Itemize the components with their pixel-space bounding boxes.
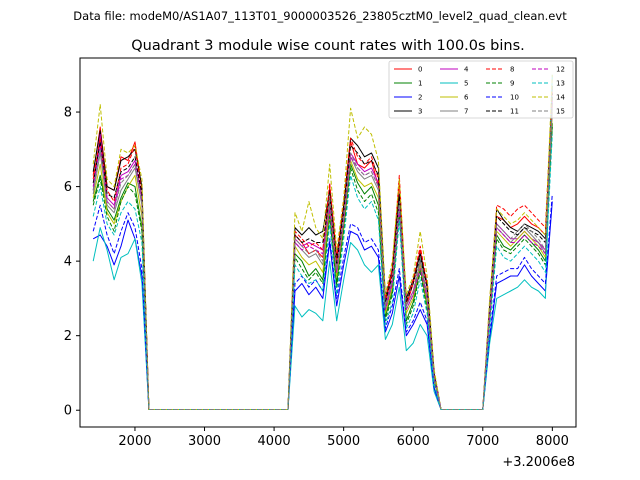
series-lines [92, 74, 553, 410]
series-line-10 [92, 193, 553, 410]
legend-label-15: 15 [556, 108, 565, 116]
legend-label-10: 10 [510, 94, 519, 102]
x-tick-label: 2000 [118, 434, 151, 449]
y-tick-label: 6 [64, 180, 72, 195]
legend-label-0: 0 [418, 66, 422, 74]
series-line-8 [92, 89, 553, 410]
x-axis: 2000 3000 4000 5000 6000 7000 8000 [118, 427, 569, 449]
x-tick-label: 7000 [466, 434, 499, 449]
series-line-7 [92, 108, 553, 410]
x-tick-label: 4000 [258, 434, 291, 449]
legend-label-8: 8 [510, 66, 514, 74]
legend-label-2: 2 [418, 94, 422, 102]
x-axis-offset-label: +3.2006e8 [502, 455, 575, 470]
x-tick-label: 8000 [536, 434, 569, 449]
legend-label-9: 9 [510, 80, 514, 88]
legend-label-7: 7 [464, 108, 468, 116]
series-line-11 [92, 93, 553, 410]
legend-label-1: 1 [418, 80, 422, 88]
legend-label-6: 6 [464, 94, 469, 102]
series-line-15 [92, 104, 553, 410]
legend-label-5: 5 [464, 80, 468, 88]
x-tick-label: 3000 [188, 434, 221, 449]
legend-frame [388, 60, 574, 119]
legend-label-3: 3 [418, 108, 422, 116]
x-tick-label: 6000 [397, 434, 430, 449]
y-tick-label: 4 [64, 255, 72, 270]
legend-label-14: 14 [556, 94, 565, 102]
y-tick-label: 8 [64, 106, 72, 121]
chart-title: Quadrant 3 module wise count rates with … [131, 38, 525, 54]
series-line-1 [92, 123, 553, 410]
series-line-2 [92, 201, 553, 410]
legend-label-13: 13 [556, 80, 565, 88]
legend-label-11: 11 [510, 108, 519, 116]
y-tick-label: 0 [64, 404, 72, 419]
legend-label-4: 4 [464, 66, 469, 74]
legend-label-12: 12 [556, 66, 565, 74]
y-tick-label: 2 [64, 329, 72, 344]
axes-frame [79, 57, 577, 428]
y-axis: 0 2 4 6 8 [64, 106, 80, 419]
suptitle: Data file: modeM0/AS1A07_113T01_90000035… [73, 9, 567, 23]
x-tick-label: 5000 [327, 434, 360, 449]
